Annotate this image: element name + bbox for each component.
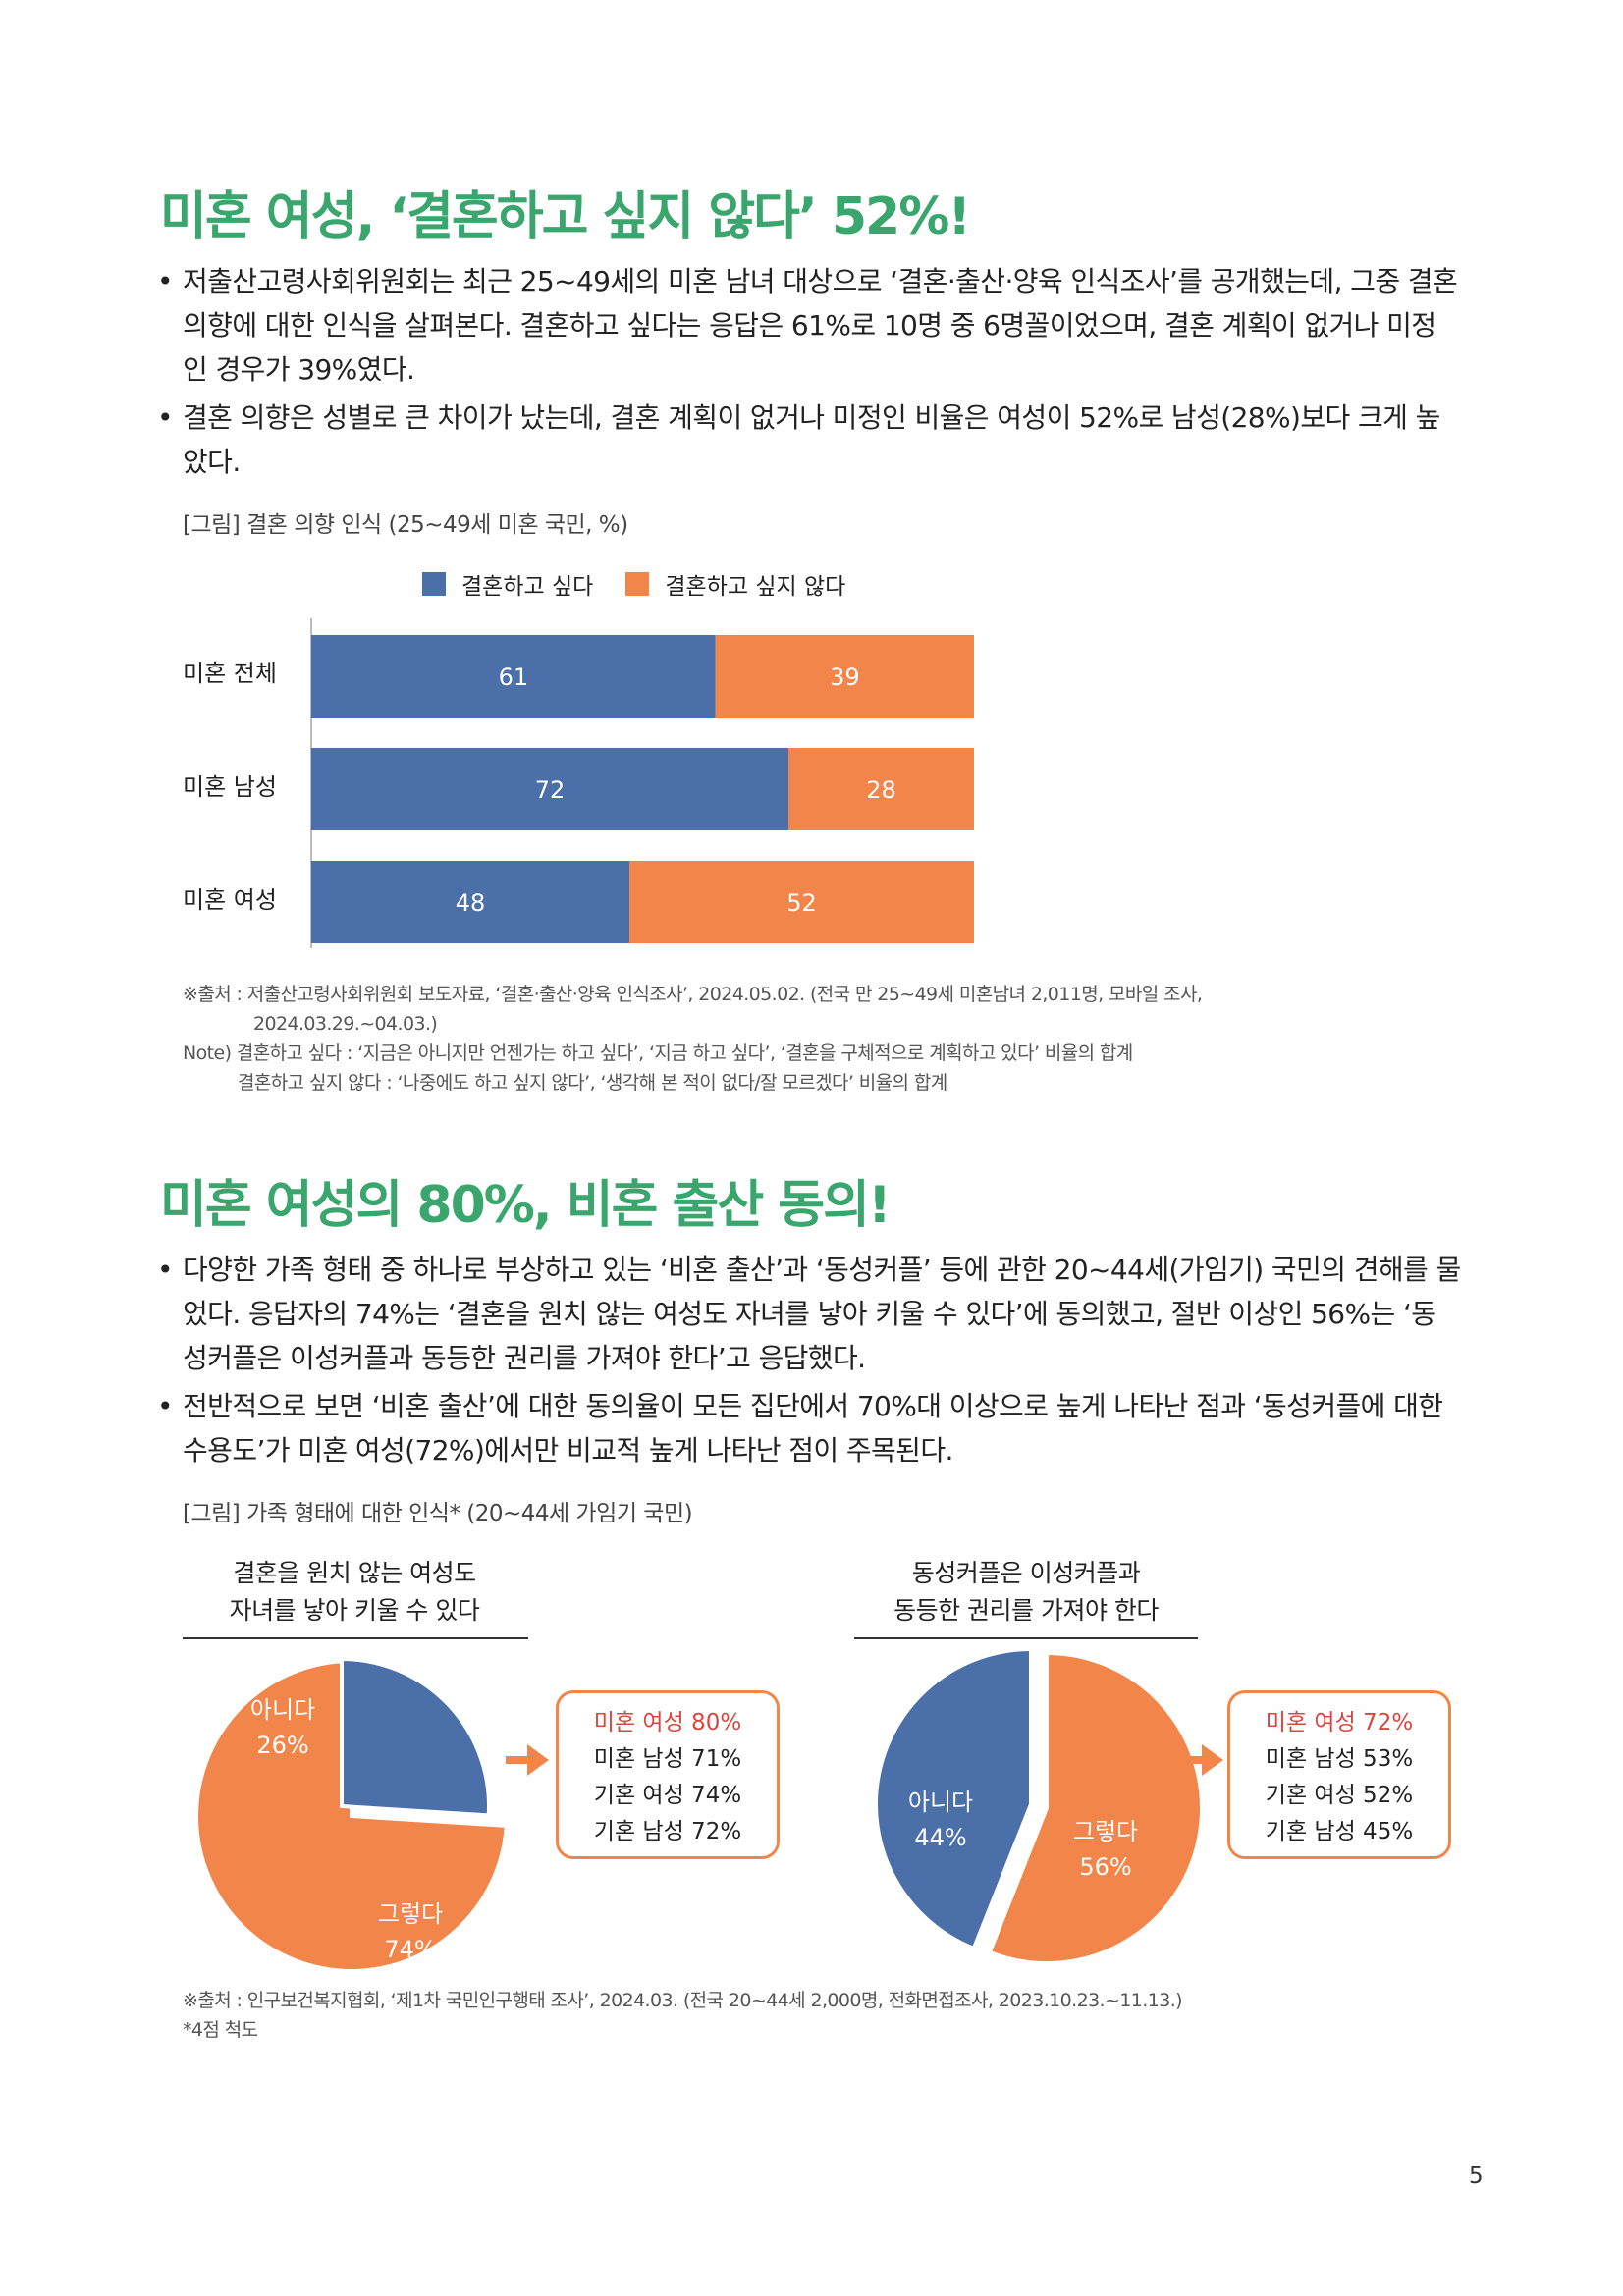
arrow-shaft: [1180, 1756, 1206, 1764]
pie-slice-label: 26%: [256, 1732, 308, 1759]
section1-bullet-1: • 저출산고령사회위원회는 최근 25~49세의 미혼 남녀 대상으로 ‘결혼·…: [157, 259, 1498, 392]
bar-segment-want: [311, 748, 788, 830]
pie-slice-label: 44%: [914, 1824, 966, 1851]
pie1-callout-box: 미혼 여성 80% 미혼 남성 71% 기혼 여성 74% 기혼 남성 72%: [556, 1690, 780, 1859]
bar-value-label: 39: [830, 664, 860, 691]
definition-note: Note) 결혼하고 싶다 : ‘지금은 아니지만 언젠가는 하고 싶다’, ‘…: [183, 1042, 1133, 1064]
callout-row-highlight: 미혼 여성 72%: [1265, 1710, 1414, 1735]
pie-slice-label: 아니다: [908, 1789, 973, 1816]
bar-segment-not-want: [715, 635, 974, 718]
section1-bullet-2: • 결혼 의향은 성별로 큰 차이가 났는데, 결혼 계획이 없거나 미정인 비…: [157, 396, 1498, 484]
legend-swatch-not-want: [625, 572, 650, 596]
pie2-slice-yes: [987, 1650, 1204, 1965]
figure2-notes: ※출처 : 인구보건복지협회, ‘제1차 국민인구행태 조사’, 2024.03…: [183, 1986, 1183, 2045]
legend-label-not-want: 결혼하고 싶지 않다: [665, 574, 846, 600]
bullet-line: 았다.: [183, 446, 241, 478]
figure2-caption: [그림] 가족 형태에 대한 인식* (20~44세 가임기 국민): [183, 1501, 693, 1526]
source-note: ※출처 : 저출산고령사회위원회 보도자료, ‘결혼·출산·양육 인식조사’, …: [183, 984, 1203, 1005]
pie2-slice-no: [874, 1649, 1033, 1951]
callout-row: 기혼 여성 52%: [1265, 1783, 1414, 1808]
callout-row: 미혼 남성 71%: [593, 1746, 742, 1772]
section1-heading: 미혼 여성, ‘결혼하고 싶지 않다’ 52%!: [160, 187, 971, 246]
bullet-line: 전반적으로 보면 ‘비혼 출산’에 대한 동의율이 모든 집단에서 70%대 이…: [183, 1390, 1443, 1422]
page-number: 5: [1469, 2163, 1484, 2189]
definition-note-cont: 결혼하고 싶지 않다 : ‘나중에도 하고 싶지 않다’, ‘생각해 본 적이 …: [238, 1072, 947, 1094]
bar-value-label: 72: [535, 776, 566, 804]
pie2-title: 동성커플은 이성커플과 동등한 권리를 가져야 한다: [854, 1555, 1198, 1629]
pie1-title: 결혼을 원치 않는 여성도 자녀를 낳아 키울 수 있다: [183, 1555, 526, 1629]
pie-slice-label: 74%: [384, 1936, 436, 1963]
pie1-slice-yes: [194, 1658, 509, 1973]
section2-bullet-2: • 전반적으로 보면 ‘비혼 출산’에 대한 동의율이 모든 집단에서 70%대…: [157, 1384, 1498, 1472]
source-note-cont: 2024.03.29.~04.03.): [253, 1013, 438, 1035]
callout-row: 기혼 남성 45%: [1265, 1819, 1414, 1844]
bar-segment-want: [311, 861, 629, 943]
pie2-title-underline: [854, 1637, 1198, 1639]
legend-swatch-want: [422, 572, 446, 596]
bar-value-label: 48: [456, 889, 486, 917]
bar-category-label: 미혼 남성: [183, 774, 277, 801]
bar-value-label: 28: [866, 776, 896, 804]
bullet-line: 수용도’가 미혼 여성(72%)에서만 비교적 높게 나타난 점이 주목된다.: [183, 1434, 953, 1467]
bar-category-label: 미혼 전체: [183, 660, 277, 687]
bullet-line: 었다. 응답자의 74%는 ‘결혼을 원치 않는 여성도 자녀를 낳아 키울 수…: [183, 1298, 1436, 1330]
pie-slice-label: 56%: [1079, 1853, 1131, 1881]
bullet-line: 인 경우가 39%였다.: [183, 353, 415, 386]
scale-note: *4점 척도: [183, 2019, 258, 2041]
pie1-title-line: 결혼을 원치 않는 여성도: [233, 1559, 476, 1587]
bar-legend: 결혼하고 싶다 결혼하고 싶지 않다: [422, 567, 873, 601]
callout-row-highlight: 미혼 여성 80%: [593, 1710, 742, 1735]
arrow-icon: [527, 1744, 549, 1776]
bullet-line: 의향에 대한 인식을 살펴본다. 결혼하고 싶다는 응답은 61%로 10명 중…: [183, 309, 1436, 342]
pie2-title-line: 동성커플은 이성커플과: [911, 1559, 1141, 1587]
family-form-pie-charts: 아니다 26% 그렇다 74% 아니다 44% 그렇다 56%: [194, 1649, 1223, 1973]
figure1-caption: [그림] 결혼 의향 인식 (25~49세 미혼 국민, %): [183, 512, 628, 538]
pie1-slice-no: [340, 1656, 491, 1818]
bar-category-label: 미혼 여성: [183, 886, 277, 914]
pie-slice-label: 그렇다: [378, 1900, 443, 1928]
callout-row: 기혼 여성 74%: [593, 1783, 742, 1808]
pie2-callout-box: 미혼 여성 72% 미혼 남성 53% 기혼 여성 52% 기혼 남성 45%: [1227, 1690, 1451, 1859]
bullet-line: 성커플은 이성커플과 동등한 권리를 가져야 한다’고 응답했다.: [183, 1342, 866, 1374]
bar-segment-not-want: [629, 861, 974, 943]
figure1-notes: ※출처 : 저출산고령사회위원회 보도자료, ‘결혼·출산·양육 인식조사’, …: [183, 980, 1203, 1097]
section2-bullet-1: • 다양한 가족 형태 중 하나로 부상하고 있는 ‘비혼 출산’과 ‘동성커플…: [157, 1248, 1498, 1380]
pie1-title-underline: [183, 1637, 528, 1639]
bullet-line: 다양한 가족 형태 중 하나로 부상하고 있는 ‘비혼 출산’과 ‘동성커플’ …: [183, 1254, 1461, 1286]
pie-slice-label: 그렇다: [1073, 1818, 1138, 1845]
bullet-line: 결혼 의향은 성별로 큰 차이가 났는데, 결혼 계획이 없거나 미정인 비율은…: [183, 401, 1440, 434]
source-note: ※출처 : 인구보건복지협회, ‘제1차 국민인구행태 조사’, 2024.03…: [183, 1990, 1183, 2011]
callout-row: 기혼 남성 72%: [593, 1819, 742, 1844]
pie-slice-label: 아니다: [250, 1696, 315, 1724]
legend-label-want: 결혼하고 싶다: [461, 574, 594, 600]
bar-value-label: 61: [499, 664, 529, 691]
section2-heading: 미혼 여성의 80%, 비혼 출산 동의!: [160, 1176, 892, 1235]
callout-row: 미혼 남성 53%: [1265, 1746, 1414, 1772]
bar-segment-want: [311, 635, 716, 718]
arrow-icon: [1202, 1744, 1223, 1776]
bar-value-label: 52: [786, 889, 817, 917]
arrow-shaft: [506, 1756, 531, 1764]
pie1-title-line: 자녀를 낳아 키울 수 있다: [229, 1596, 480, 1625]
bullet-line: 저출산고령사회위원회는 최근 25~49세의 미혼 남녀 대상으로 ‘결혼·출산…: [183, 265, 1458, 297]
pie2-title-line: 동등한 권리를 가져야 한다: [893, 1596, 1159, 1625]
marriage-intention-bar-chart: 61 39 72 28 48 52: [310, 618, 974, 948]
bar-segment-not-want: [788, 748, 974, 830]
